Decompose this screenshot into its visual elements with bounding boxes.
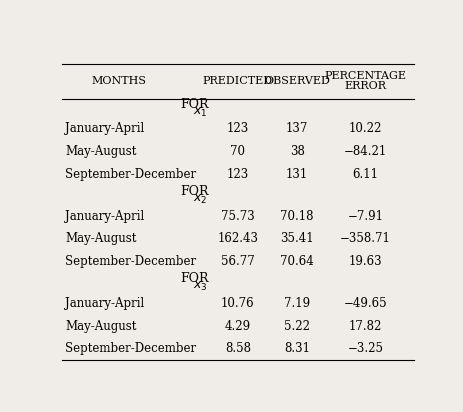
Text: September-December: September-December (65, 342, 196, 356)
Text: 17.82: 17.82 (348, 320, 382, 332)
Text: 19.63: 19.63 (348, 255, 382, 268)
Text: 38: 38 (289, 145, 304, 158)
Text: 123: 123 (226, 122, 248, 136)
Text: PREDICTED: PREDICTED (202, 76, 272, 86)
Text: −358.71: −358.71 (339, 232, 390, 246)
Text: 7.19: 7.19 (283, 297, 310, 310)
Text: OBSERVED: OBSERVED (263, 76, 329, 86)
Text: FOR: FOR (180, 98, 208, 111)
Text: FOR: FOR (180, 185, 208, 198)
Text: −49.65: −49.65 (343, 297, 387, 310)
Text: January-April: January-April (65, 297, 144, 310)
Text: May-August: May-August (65, 320, 136, 332)
Text: 5.22: 5.22 (283, 320, 309, 332)
Text: January-April: January-April (65, 122, 144, 136)
Text: $x_{1}$: $x_{1}$ (193, 105, 207, 119)
Text: 131: 131 (285, 168, 307, 181)
Text: −3.25: −3.25 (347, 342, 382, 356)
Text: 10.22: 10.22 (348, 122, 382, 136)
Text: 56.77: 56.77 (220, 255, 254, 268)
Text: $x_{2}$: $x_{2}$ (193, 193, 207, 206)
Text: January-April: January-April (65, 210, 144, 222)
Text: May-August: May-August (65, 232, 136, 246)
Text: 70.64: 70.64 (280, 255, 313, 268)
Text: 6.11: 6.11 (352, 168, 378, 181)
Text: May-August: May-August (65, 145, 136, 158)
Text: 8.58: 8.58 (224, 342, 250, 356)
Text: −84.21: −84.21 (343, 145, 386, 158)
Text: $x_{3}$: $x_{3}$ (192, 280, 207, 293)
Text: 75.73: 75.73 (220, 210, 254, 222)
Text: 70.18: 70.18 (280, 210, 313, 222)
Text: 70: 70 (230, 145, 245, 158)
Text: 137: 137 (285, 122, 307, 136)
Text: ERROR: ERROR (344, 81, 386, 91)
Text: −7.91: −7.91 (347, 210, 382, 222)
Text: 10.76: 10.76 (220, 297, 254, 310)
Text: 8.31: 8.31 (283, 342, 309, 356)
Text: PERCENTAGE: PERCENTAGE (324, 71, 406, 81)
Text: September-December: September-December (65, 255, 196, 268)
Text: September-December: September-December (65, 168, 196, 181)
Text: 123: 123 (226, 168, 248, 181)
Text: 162.43: 162.43 (217, 232, 258, 246)
Text: MONTHS: MONTHS (91, 76, 146, 86)
Text: 4.29: 4.29 (224, 320, 250, 332)
Text: 35.41: 35.41 (280, 232, 313, 246)
Text: FOR: FOR (180, 272, 208, 285)
